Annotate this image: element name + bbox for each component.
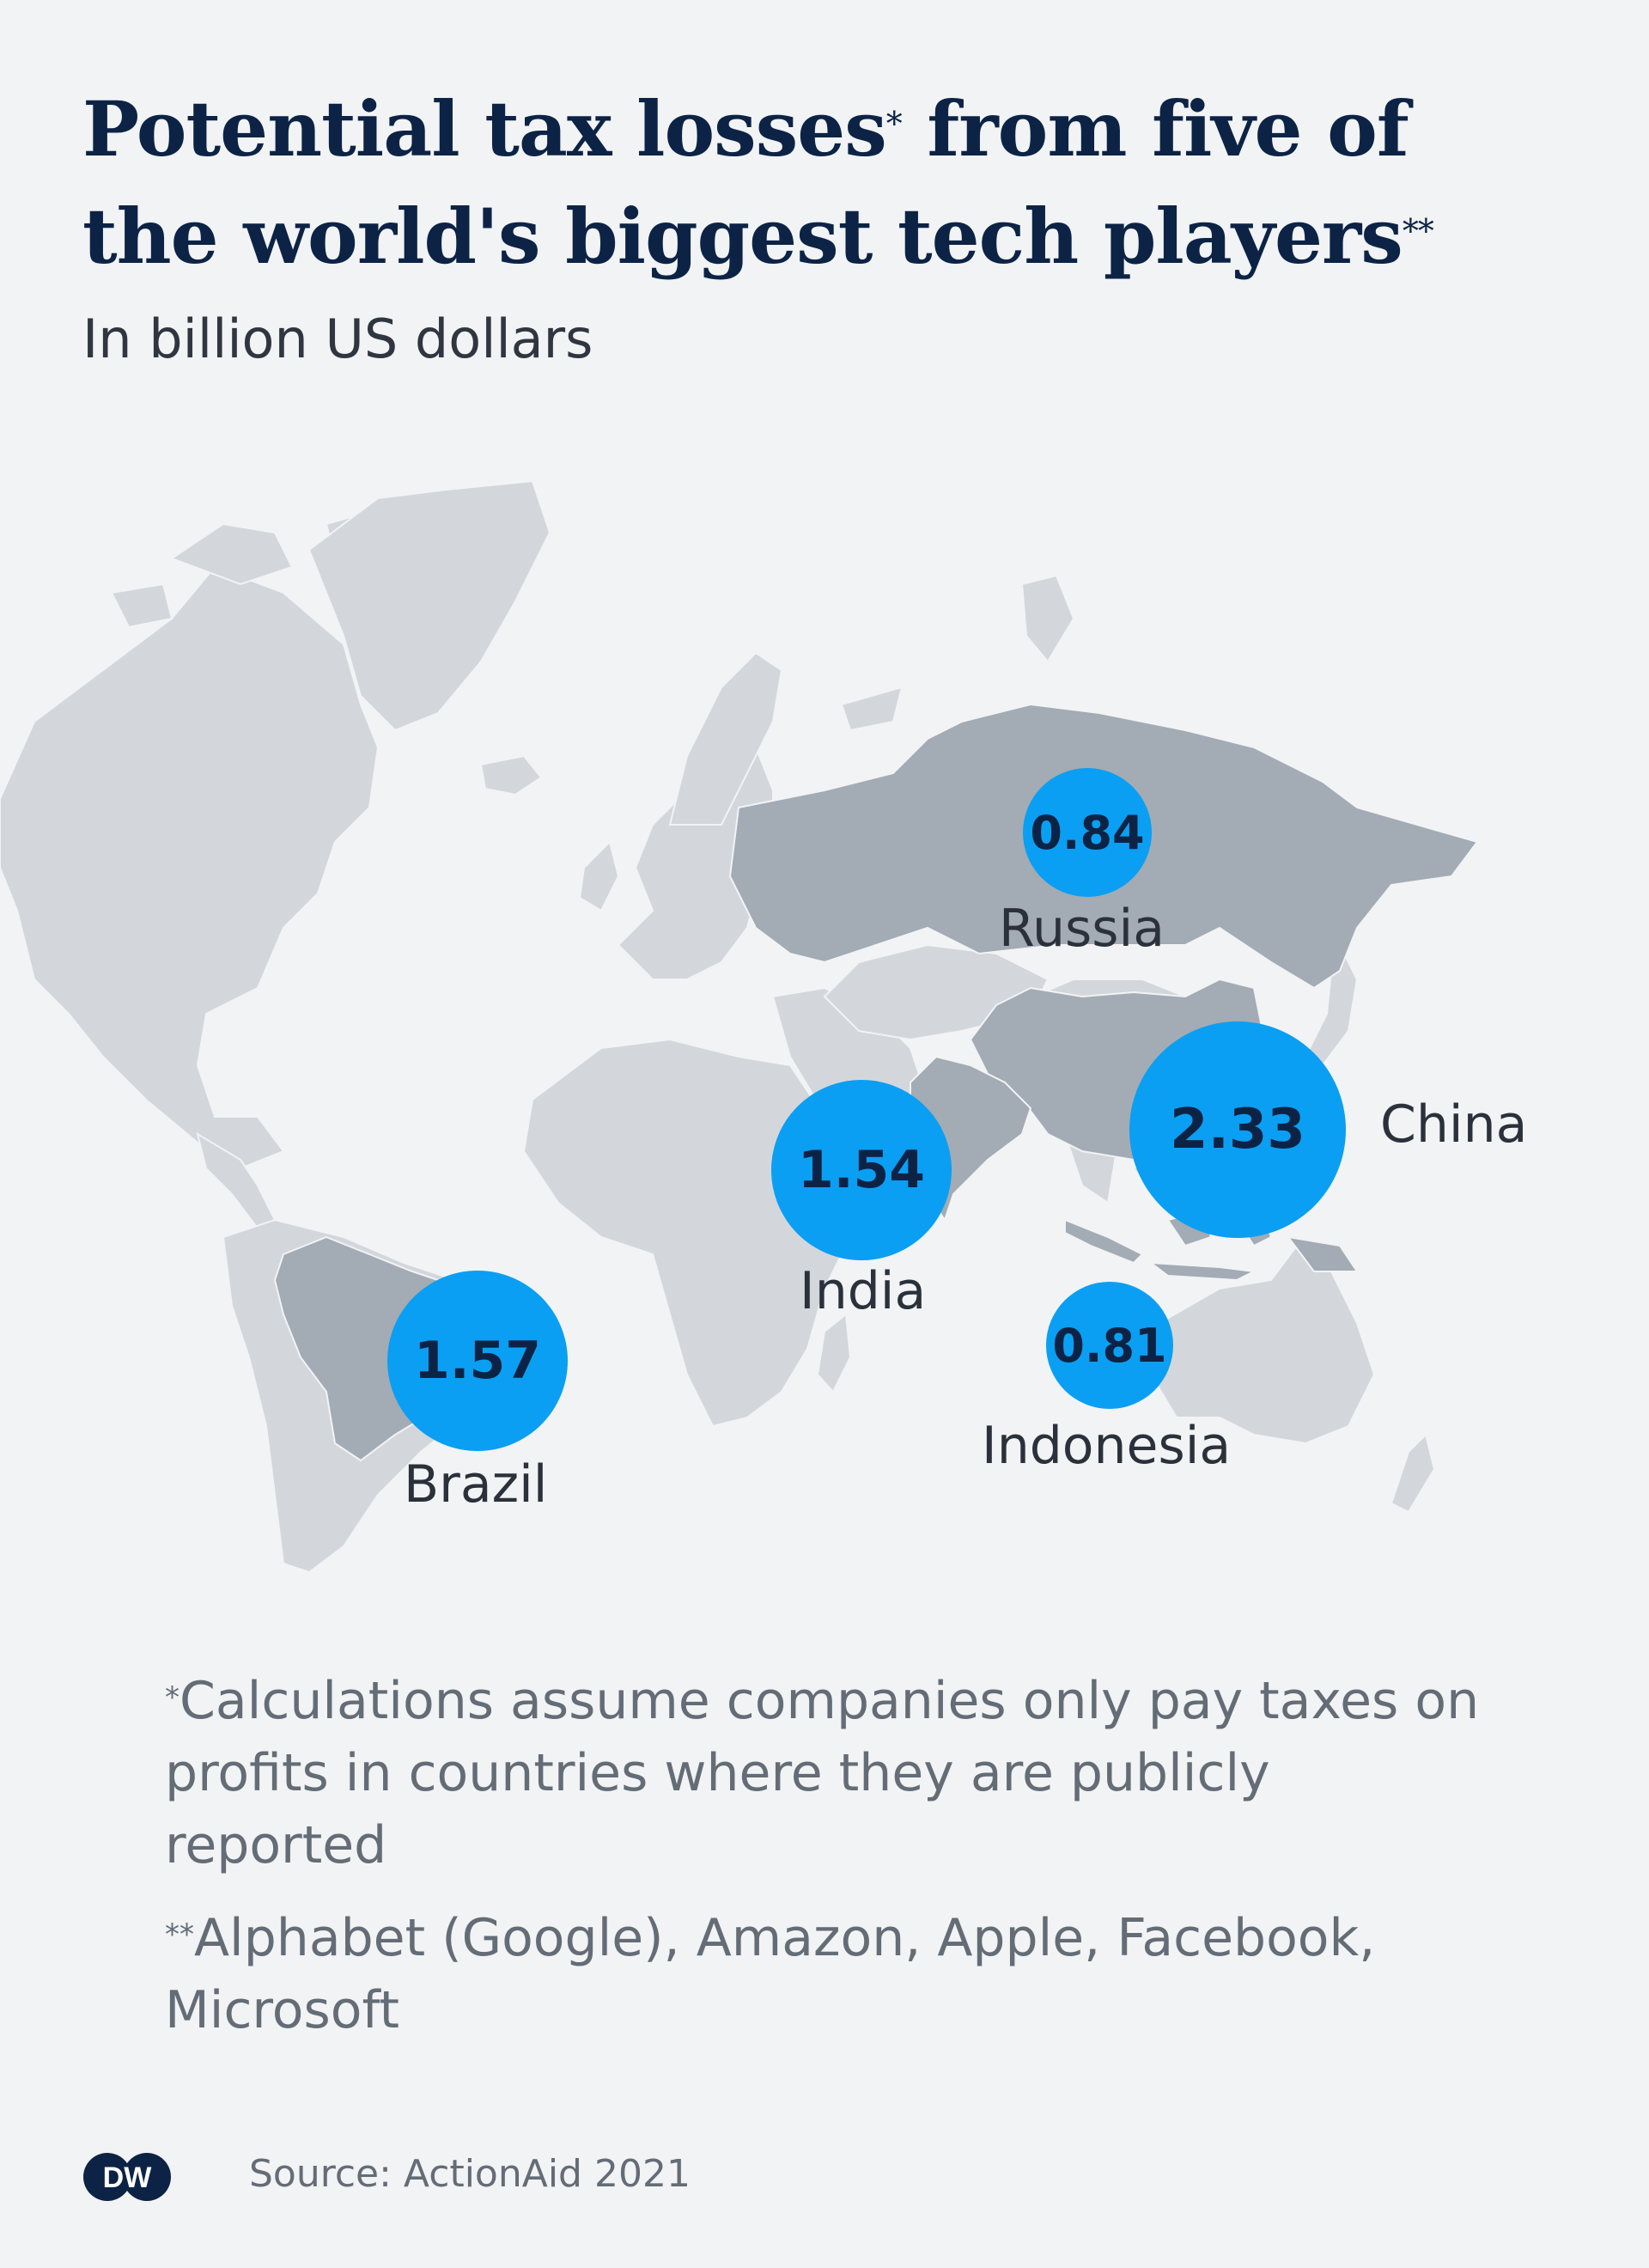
value-indonesia: 0.81 (1052, 1318, 1167, 1373)
footnote-companies: **Alphabet (Google), Amazon, Apple, Face… (165, 1902, 1505, 2046)
australia-landmass (1149, 1244, 1376, 1445)
source-note: Source: ActionAid 2021 (249, 2152, 691, 2196)
chart-subtitle: In billion US dollars (82, 308, 593, 370)
bubble-indonesia: 0.81 (1046, 1282, 1173, 1409)
footnote-text-1: Calculations assume companies only pay t… (165, 1671, 1480, 1875)
world-map (0, 479, 1479, 1574)
chart-title: Potential tax losses* from five of the w… (82, 76, 1491, 290)
british-isles (578, 840, 620, 912)
madagascar (816, 1313, 852, 1393)
label-indonesia: Indonesia (982, 1416, 1232, 1476)
label-china: China (1380, 1094, 1528, 1155)
arctic-islands (840, 574, 1075, 732)
bubble-brazil: 1.57 (387, 1271, 568, 1451)
new-zealand (1390, 1433, 1436, 1514)
greenland (307, 479, 551, 732)
value-brazil: 1.57 (413, 1331, 542, 1391)
footnote-text-2: Alphabet (Google), Amazon, Apple, Facebo… (165, 1908, 1376, 2040)
value-china: 2.33 (1170, 1098, 1305, 1161)
label-brazil: Brazil (404, 1454, 548, 1515)
footnote-mark-2: ** (165, 1917, 194, 1952)
title-footnote-mark-2: ** (1402, 212, 1434, 250)
footnote-mark-1: * (165, 1680, 180, 1715)
footnote-calculations: *Calculations assume companies only pay … (165, 1665, 1505, 1881)
bubble-india: 1.54 (771, 1080, 952, 1260)
title-part-2: from five of the world's biggest tech pl… (82, 84, 1409, 281)
world-map-area: 0.84 Russia 2.33 China 1.54 India 1.57 B… (0, 464, 1649, 1598)
scandinavia (668, 651, 783, 826)
europe-landmass (617, 746, 774, 980)
north-america-landmass (0, 565, 380, 1170)
iceland (479, 754, 543, 796)
label-india: India (800, 1261, 927, 1321)
dw-logo: DW (83, 2153, 171, 2201)
value-russia: 0.84 (1030, 805, 1145, 860)
title-part-1: Potential tax losses (82, 84, 887, 174)
bubble-russia: 0.84 (1023, 768, 1152, 897)
dw-logo-text: DW (103, 2161, 153, 2194)
bubble-china: 2.33 (1129, 1021, 1346, 1238)
value-india: 1.54 (797, 1140, 926, 1200)
indonesia-shape (1064, 1210, 1359, 1282)
title-footnote-mark-1: * (885, 105, 903, 143)
label-russia: Russia (999, 899, 1165, 959)
